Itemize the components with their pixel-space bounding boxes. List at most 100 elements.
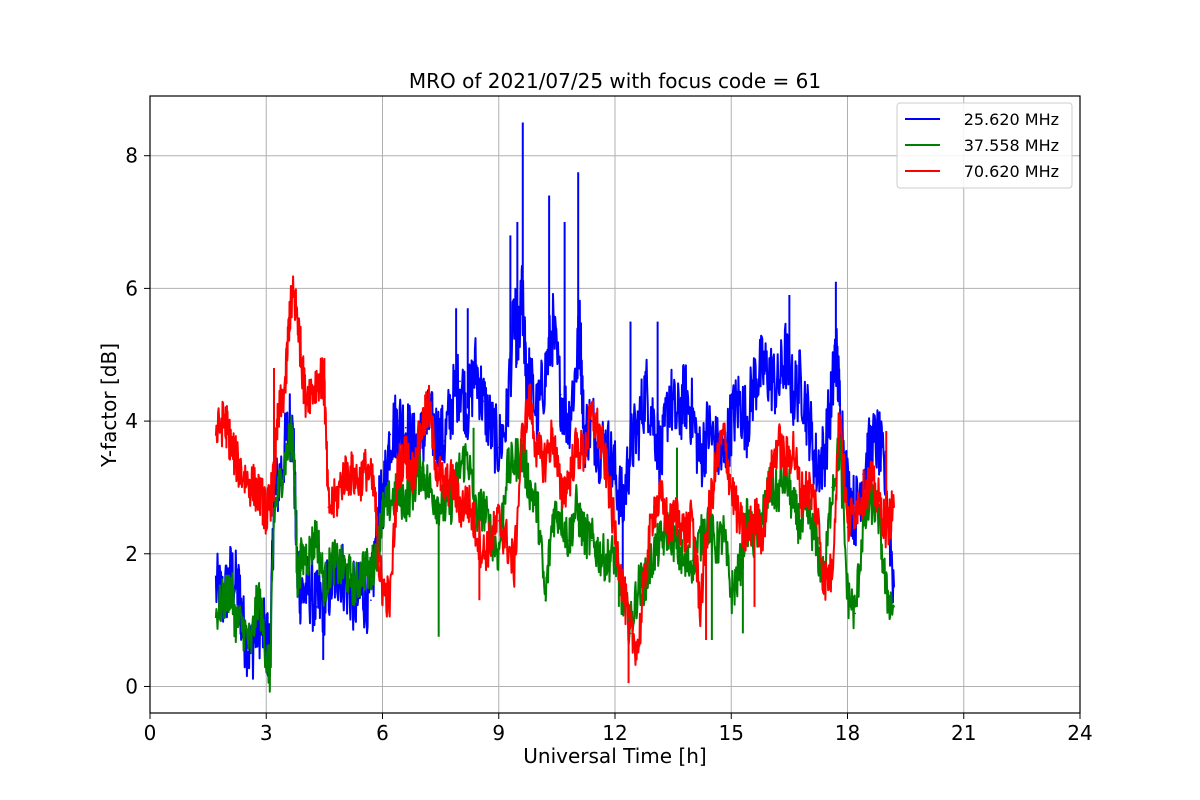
data-point	[559, 513, 562, 515]
data-point	[482, 506, 485, 509]
data-point	[521, 440, 523, 442]
data-point	[300, 592, 302, 595]
data-point	[575, 506, 578, 509]
data-point	[482, 552, 485, 555]
data-point	[222, 420, 225, 422]
data-point	[614, 533, 616, 535]
data-point	[637, 426, 640, 429]
data-point	[838, 400, 841, 402]
data-point	[350, 473, 353, 475]
data-point	[339, 566, 341, 568]
data-point	[583, 533, 585, 535]
data-point	[761, 533, 764, 535]
data-point	[265, 652, 268, 655]
data-point	[683, 393, 686, 396]
data-point	[257, 592, 260, 595]
data-point	[443, 506, 446, 509]
data-point	[800, 380, 802, 383]
data-point	[769, 479, 771, 482]
data-point	[513, 566, 516, 568]
data-point	[652, 506, 655, 509]
data-point	[215, 433, 217, 436]
data-point	[265, 513, 268, 515]
data-point	[869, 499, 872, 502]
y-tick-label: 8	[125, 144, 138, 168]
data-point	[242, 625, 244, 628]
data-point	[590, 420, 593, 422]
data-point	[676, 513, 678, 515]
data-point	[292, 433, 295, 436]
data-point	[420, 466, 423, 469]
data-point	[668, 393, 671, 396]
data-point	[280, 473, 283, 475]
data-point	[451, 479, 454, 482]
data-point	[342, 473, 345, 475]
data-point	[490, 426, 492, 429]
data-point	[269, 672, 271, 674]
x-tick-label: 6	[376, 721, 389, 745]
data-point	[451, 400, 454, 402]
data-point	[800, 493, 802, 495]
data-point	[660, 539, 663, 542]
data-point	[505, 420, 508, 422]
data-point	[435, 433, 438, 436]
data-point	[300, 353, 302, 356]
data-point	[544, 599, 547, 602]
series-line-0	[214, 264, 895, 680]
data-point	[246, 479, 248, 482]
data-point	[629, 632, 632, 635]
data-point	[792, 393, 795, 396]
data-point	[761, 513, 764, 515]
data-point	[893, 506, 895, 509]
data-point	[513, 314, 516, 316]
data-point	[370, 572, 372, 575]
data-point	[831, 572, 833, 575]
data-point	[598, 433, 601, 436]
data-point	[513, 460, 516, 462]
data-point	[300, 559, 302, 562]
data-point	[691, 519, 694, 522]
data-point	[583, 453, 585, 456]
data-point	[854, 506, 857, 509]
data-point	[381, 586, 384, 588]
data-point	[215, 612, 217, 615]
data-point	[238, 592, 240, 595]
legend-label: 25.620 MHz	[964, 110, 1059, 129]
data-point	[428, 407, 430, 409]
legend: 25.620 MHz 37.558 MHz 70.620 MHz	[896, 102, 1073, 189]
data-point	[893, 606, 895, 608]
data-point	[730, 592, 733, 595]
data-point	[544, 373, 547, 376]
data-point	[404, 499, 407, 502]
data-point	[761, 367, 764, 369]
data-point	[505, 539, 508, 542]
data-point	[389, 499, 392, 502]
data-point	[614, 473, 616, 475]
data-point	[404, 453, 407, 456]
data-point	[784, 353, 787, 356]
data-point	[823, 579, 826, 582]
data-point	[358, 479, 361, 482]
data-point	[707, 519, 709, 522]
x-tick-label: 0	[144, 721, 157, 745]
data-point	[536, 413, 539, 416]
data-point	[598, 552, 601, 555]
y-tick-label: 4	[125, 409, 138, 433]
data-point	[230, 586, 233, 588]
data-point	[769, 373, 771, 376]
data-point	[869, 446, 872, 449]
data-point	[490, 539, 492, 542]
data-point	[567, 479, 570, 482]
data-point	[575, 367, 578, 369]
data-point	[284, 380, 287, 383]
data-point	[474, 367, 477, 369]
y-tick-label: 6	[125, 276, 138, 300]
data-point	[230, 446, 233, 449]
data-point	[877, 440, 880, 442]
data-point	[466, 499, 469, 502]
data-point	[404, 426, 407, 429]
series-2	[214, 275, 895, 684]
x-tick-label: 9	[492, 721, 505, 745]
data-point	[846, 486, 849, 489]
data-point	[366, 466, 368, 469]
